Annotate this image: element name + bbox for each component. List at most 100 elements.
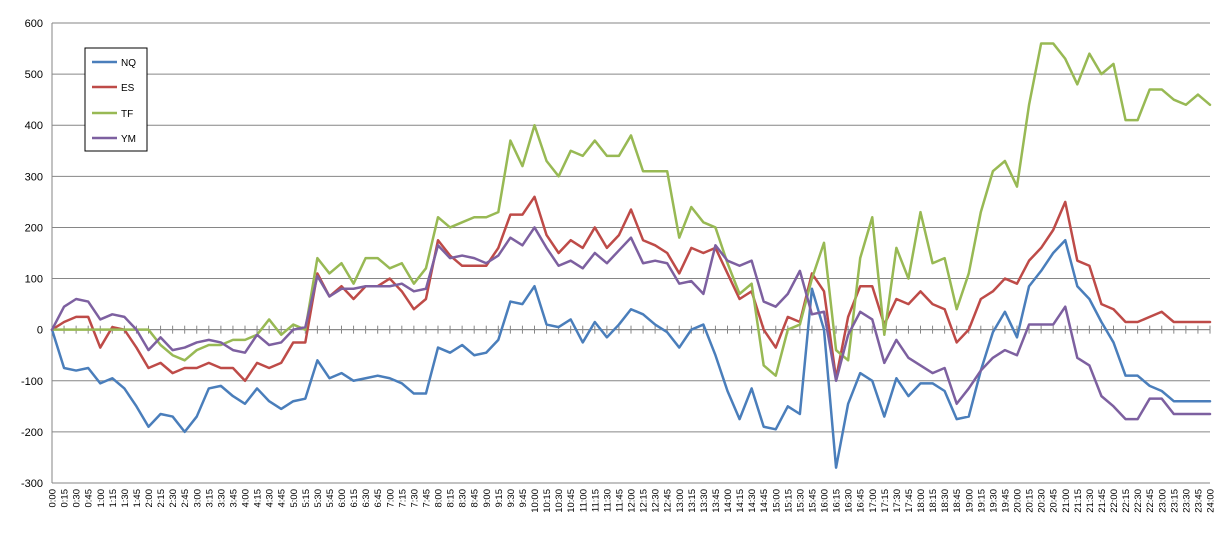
x-tick-label: 12:15 [639, 489, 650, 513]
x-tick-label: 23:00 [1157, 489, 1168, 513]
x-tick-label: 2:30 [168, 489, 179, 508]
legend-box [84, 47, 148, 152]
x-tick-label: 13:45 [711, 489, 722, 513]
x-tick-label: 12:30 [651, 489, 662, 513]
x-tick-label: 18:45 [952, 489, 963, 513]
x-tick-label: 19:00 [964, 489, 975, 513]
x-tick-label: 3:00 [192, 489, 203, 508]
x-tick-label: 9:15 [494, 489, 505, 508]
x-tick-label: 5:15 [301, 489, 312, 508]
y-tick-label: 200 [25, 222, 43, 234]
x-tick-label: 8:45 [470, 489, 481, 508]
y-tick-label: 400 [25, 120, 43, 132]
x-tick-label: 11:15 [590, 489, 601, 512]
x-tick-label: 11:30 [602, 489, 613, 512]
x-tick-label: 10:00 [530, 489, 541, 513]
legend-label-es: ES [121, 83, 135, 94]
series-line-nq [50, 238, 1212, 469]
x-tick-label: 13:00 [675, 489, 686, 513]
legend-label-ym: YM [121, 134, 136, 145]
x-tick-label: 7:30 [409, 489, 420, 508]
x-tick-label: 23:45 [1193, 489, 1204, 513]
x-tick-label: 20:45 [1049, 489, 1060, 513]
x-tick-label: 9:00 [482, 489, 493, 508]
x-tick-label: 17:30 [892, 489, 903, 513]
x-tick-label: 16:00 [820, 489, 831, 513]
x-tick-label: 10:15 [542, 489, 553, 513]
x-tick-label: 12:45 [663, 489, 674, 513]
x-tick-label: 8:00 [434, 489, 445, 508]
x-tick-label: 22:15 [1121, 489, 1132, 513]
x-tick-label: 21:15 [1073, 489, 1084, 513]
x-tick-label: 10:45 [566, 489, 577, 513]
x-tick-label: 15:00 [771, 489, 782, 513]
x-tick-label: 2:45 [180, 489, 191, 508]
x-tick-label: 6:15 [349, 489, 360, 508]
x-tick-label: 15:15 [783, 489, 794, 513]
x-tick-label: 16:15 [832, 489, 843, 513]
x-tick-label: 0:00 [48, 489, 59, 508]
series-line-tf [50, 42, 1212, 377]
legend-label-nq: NQ [121, 58, 136, 69]
x-tick-label: 0:30 [72, 489, 83, 508]
x-tick-label: 15:45 [807, 489, 818, 513]
x-tick-label: 13:30 [699, 489, 710, 513]
x-tick-label: 9:45 [518, 489, 529, 508]
x-tick-label: 6:00 [337, 489, 348, 508]
series-line-es [50, 195, 1212, 383]
x-tick-label: 21:00 [1061, 489, 1072, 513]
x-tick-label: 20:00 [1013, 489, 1024, 513]
x-tick-label: 21:30 [1085, 489, 1096, 513]
x-tick-label: 3:45 [228, 489, 239, 508]
x-tick-label: 21:45 [1097, 489, 1108, 513]
x-tick-label: 11:45 [614, 489, 625, 512]
x-tick-label: 13:15 [687, 489, 698, 513]
y-tick-label: -200 [21, 427, 43, 439]
x-tick-label: 4:15 [253, 489, 264, 508]
y-tick-label: 100 [25, 274, 43, 286]
x-tick-label: 18:15 [928, 489, 939, 513]
x-tick-label: 16:30 [844, 489, 855, 513]
x-tick-label: 23:15 [1169, 489, 1180, 513]
x-tick-label: 1:00 [96, 489, 107, 508]
x-tick-label: 5:30 [313, 489, 324, 508]
x-tick-label: 20:15 [1025, 489, 1036, 513]
x-tick-label: 15:30 [795, 489, 806, 513]
x-tick-label: 7:45 [421, 489, 432, 508]
x-tick-label: 0:15 [60, 489, 71, 508]
x-tick-label: 22:00 [1109, 489, 1120, 513]
x-tick-label: 14:15 [735, 489, 746, 513]
x-tick-label: 0:45 [84, 489, 95, 508]
y-tick-label: -300 [21, 478, 43, 490]
y-tick-label: -100 [21, 376, 43, 388]
series-layer [50, 42, 1212, 469]
y-tick-label: 500 [25, 69, 43, 81]
y-tick-label: 300 [25, 171, 43, 183]
legend-label-tf: TF [121, 109, 133, 120]
x-tick-label: 3:30 [216, 489, 227, 508]
x-tick-label: 5:45 [325, 489, 336, 508]
x-tick-label: 18:30 [940, 489, 951, 513]
x-tick-label: 7:15 [397, 489, 408, 508]
x-tick-label: 14:30 [747, 489, 758, 513]
x-tick-label: 8:30 [458, 489, 469, 508]
x-tick-label: 1:15 [108, 489, 119, 508]
y-tick-label: 0 [37, 325, 43, 337]
x-tick-label: 16:45 [856, 489, 867, 513]
x-tick-label: 12:00 [627, 489, 638, 513]
x-tick-label: 6:45 [373, 489, 384, 508]
x-tick-label: 1:30 [120, 489, 131, 508]
x-tick-label: 14:00 [723, 489, 734, 513]
x-tick-label: 1:45 [132, 489, 143, 508]
x-tick-label: 9:30 [506, 489, 517, 508]
x-tick-label: 22:45 [1145, 489, 1156, 513]
x-tick-label: 2:15 [156, 489, 167, 508]
x-tick-label: 11:00 [578, 489, 589, 512]
x-tick-label: 18:00 [916, 489, 927, 513]
x-tick-label: 24:00 [1206, 489, 1217, 513]
y-axis-ticks: -300 -200 -100 0 100 200 300 400 500 600 [21, 18, 43, 490]
x-tick-label: 4:45 [277, 489, 288, 508]
y-tick-label: 600 [25, 18, 43, 30]
x-tick-label: 14:45 [759, 489, 770, 513]
